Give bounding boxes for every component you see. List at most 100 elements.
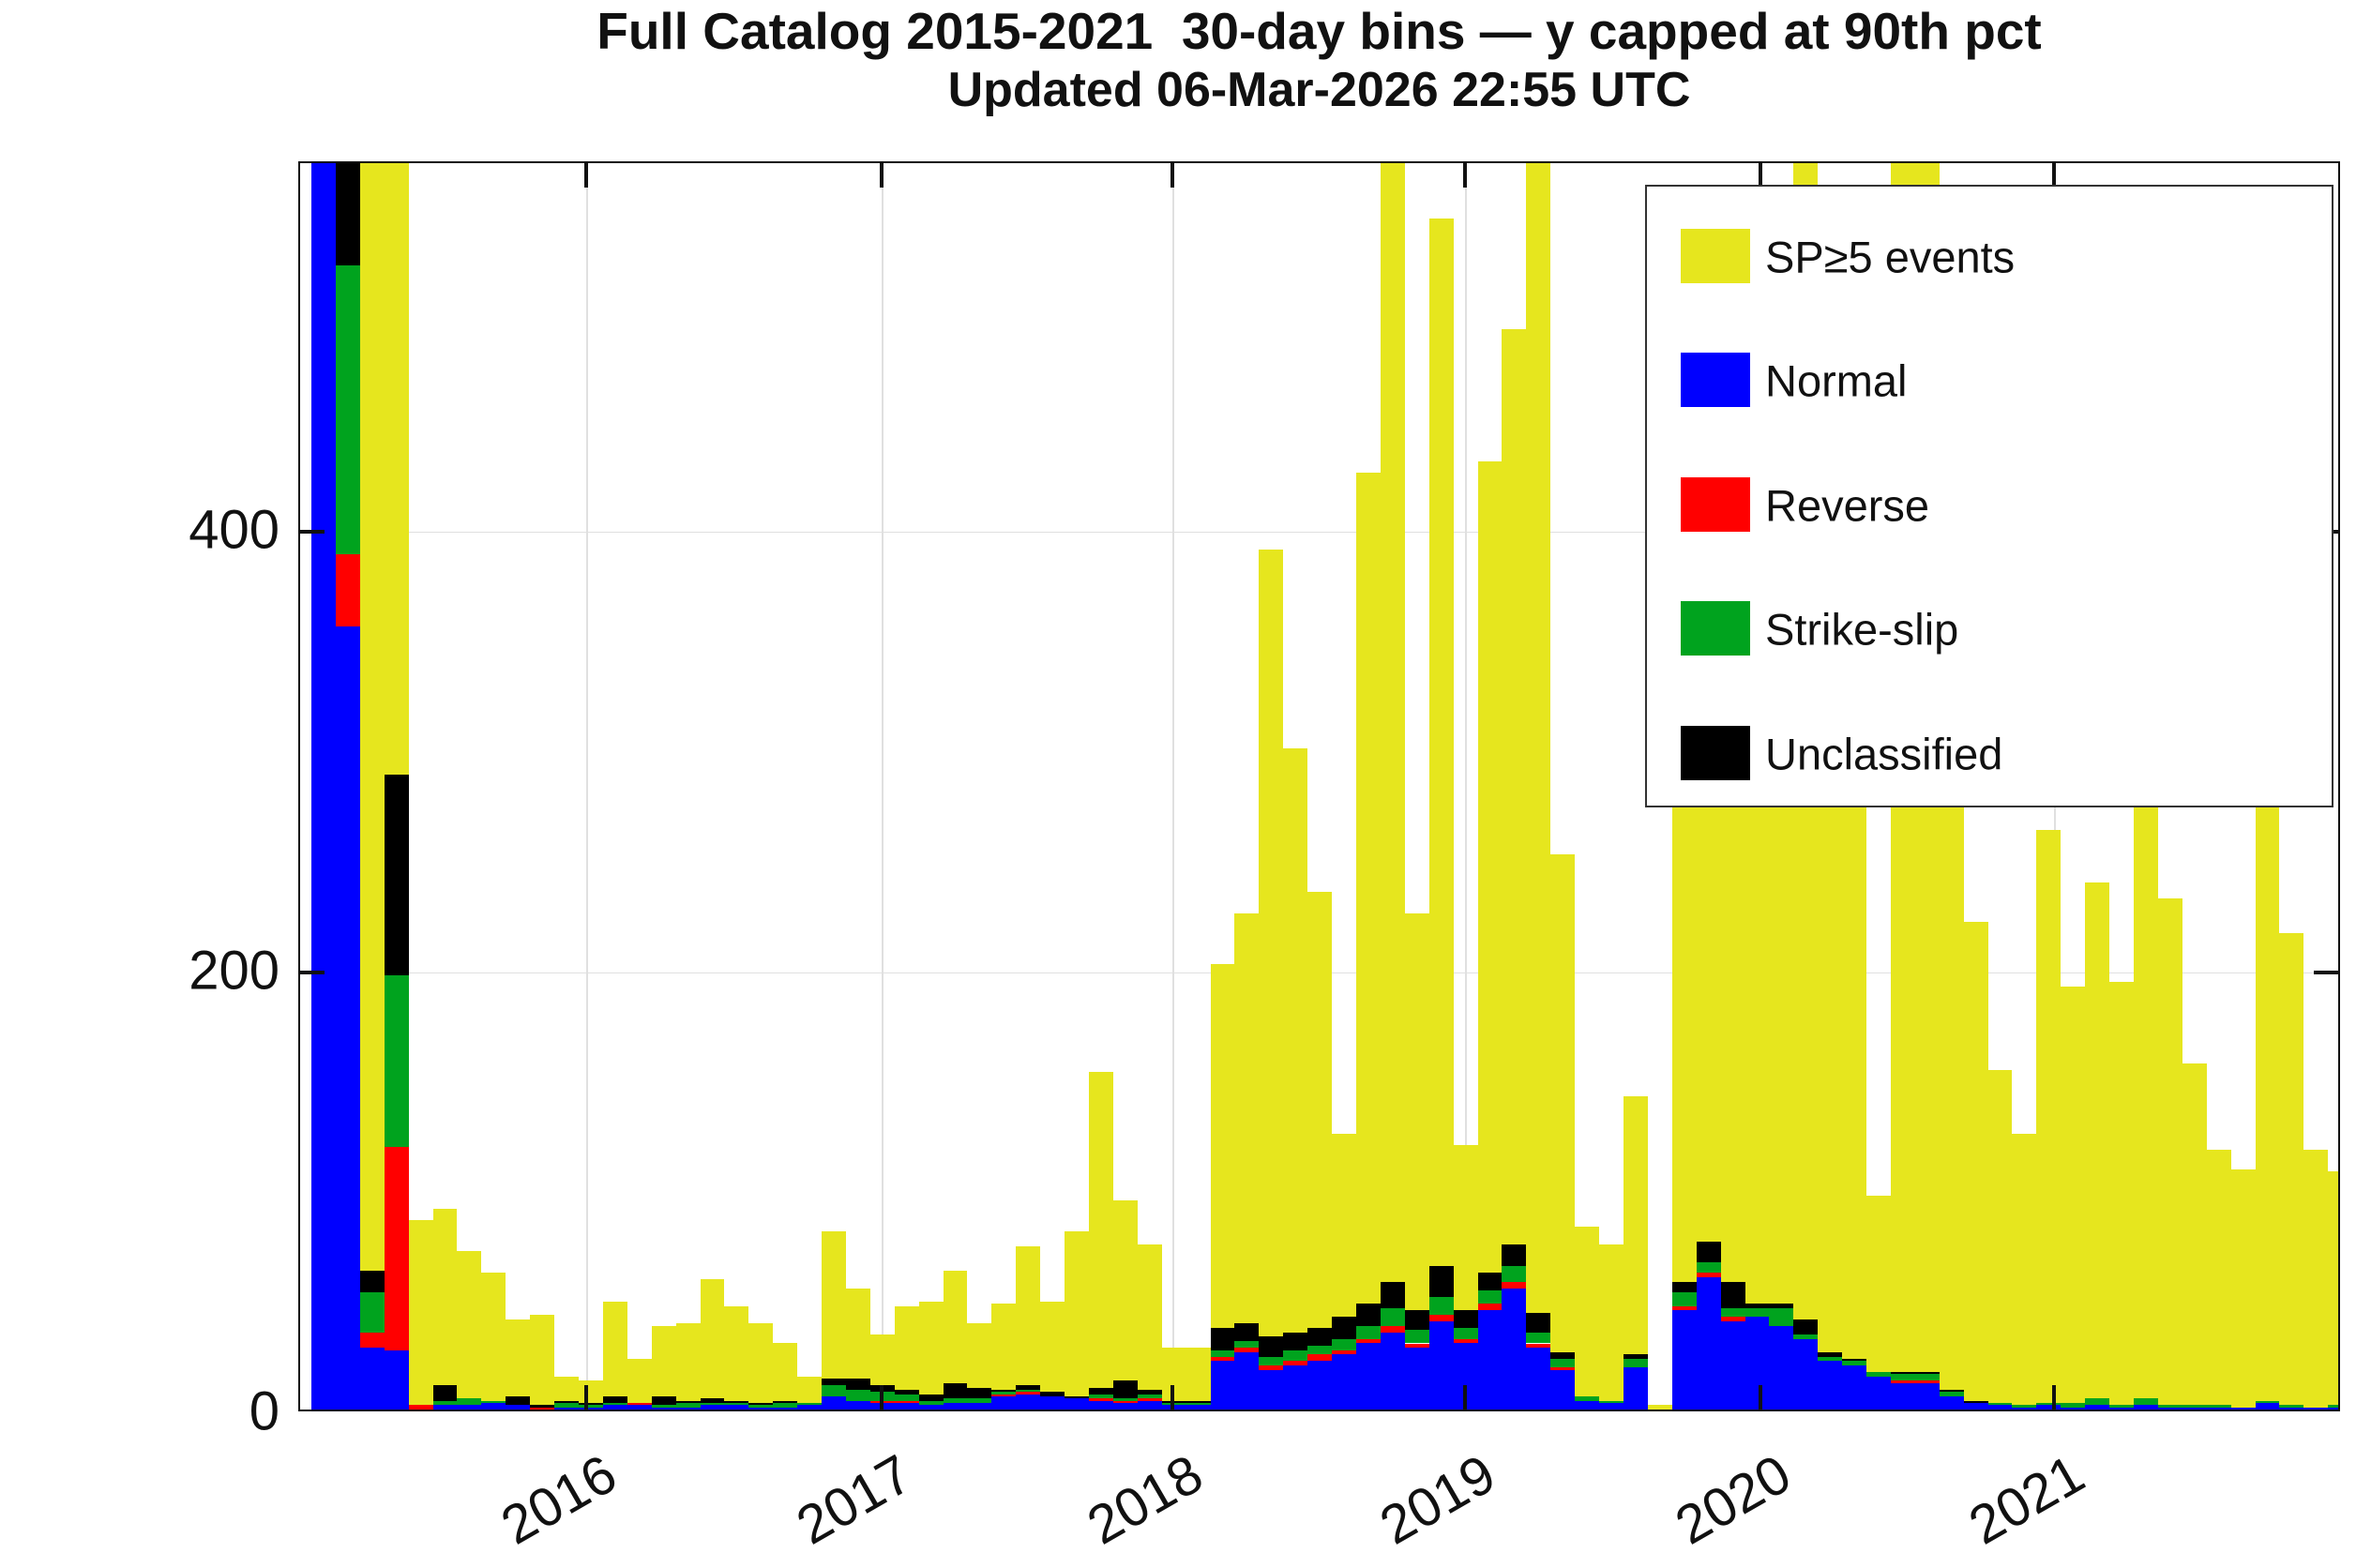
histogram-bar [1210, 163, 1235, 1410]
bar-segment-strike-slip [2061, 1402, 2086, 1408]
histogram-bar [578, 163, 603, 1410]
bar-segment-unclassified [773, 1400, 798, 1403]
histogram-bar [675, 163, 701, 1410]
bar-segment-unclassified [1623, 1354, 1648, 1359]
bar-segment-sp-5-events [943, 1270, 968, 1383]
bar-segment-unclassified [651, 1395, 676, 1406]
legend-swatch-unclassified [1681, 726, 1750, 780]
bar-segment-sp-5-events [408, 1219, 433, 1406]
bar-segment-normal [2206, 1407, 2231, 1410]
bar-segment-sp-5-events [1356, 472, 1381, 1304]
bar-segment-strike-slip [2109, 1405, 2135, 1408]
bar-segment-unclassified [1234, 1323, 1260, 1342]
bar-segment-sp-5-events [2303, 1149, 2329, 1408]
bar-segment-normal [1283, 1364, 1308, 1410]
gridline-x-2018 [1172, 163, 1174, 1410]
bar-segment-sp-5-events [1502, 329, 1527, 1244]
bar-segment-sp-5-events [1963, 922, 1988, 1401]
bar-segment-normal [578, 1407, 603, 1410]
bar-segment-sp-5-events [675, 1323, 701, 1401]
bar-segment-sp-5-events [651, 1325, 676, 1396]
bar-segment-normal [2279, 1407, 2304, 1410]
bar-segment-sp-5-events [2206, 1149, 2231, 1406]
bar-segment-normal [1307, 1361, 1333, 1410]
bar-segment-strike-slip [724, 1402, 749, 1406]
bar-segment-normal [1769, 1325, 1794, 1410]
histogram-bar [1161, 163, 1186, 1410]
bar-segment-sp-5-events [2328, 1171, 2338, 1406]
bar-segment-reverse [1356, 1338, 1381, 1344]
histogram-bar [2182, 163, 2207, 1410]
x-tick-mark [584, 1385, 588, 1410]
bar-segment-reverse [1720, 1317, 1745, 1321]
bar-segment-normal [1234, 1351, 1260, 1410]
bar-segment-strike-slip [651, 1405, 676, 1408]
histogram-bar [2303, 163, 2329, 1410]
bar-segment-unclassified [1065, 1395, 1090, 1399]
bar-segment-strike-slip [1089, 1394, 1113, 1399]
histogram-bar [335, 163, 360, 1410]
bar-segment-normal [1818, 1361, 1843, 1410]
bar-segment-sp-5-events [918, 1301, 944, 1395]
bar-segment-unclassified [1550, 1351, 1576, 1359]
bar-segment-normal [1502, 1288, 1527, 1410]
bar-segment-unclassified [1696, 1242, 1721, 1262]
bar-segment-strike-slip [457, 1398, 482, 1406]
bar-segment-sp-5-events [1234, 913, 1260, 1324]
bar-segment-sp-5-events [578, 1380, 603, 1403]
histogram-bar [1477, 163, 1503, 1410]
bar-segment-normal [1550, 1369, 1576, 1410]
histogram-bar [1332, 163, 1356, 1410]
legend-entry-1: Normal [1647, 353, 2332, 409]
bar-segment-normal [991, 1395, 1017, 1410]
histogram-bar [1089, 163, 1113, 1410]
histogram-bar [2085, 163, 2110, 1410]
histogram-bar [1259, 163, 1284, 1410]
bar-segment-reverse [1112, 1400, 1138, 1403]
legend-swatch-reverse [1681, 477, 1750, 532]
y-tick-label-400: 400 [189, 499, 279, 561]
bar-segment-normal [1065, 1398, 1090, 1410]
bar-segment-strike-slip [773, 1402, 798, 1408]
bar-segment-unclassified [1089, 1387, 1113, 1395]
bar-segment-sp-5-events [602, 1301, 627, 1396]
bar-segment-normal [432, 1405, 458, 1410]
bar-segment-strike-slip [1526, 1332, 1551, 1344]
bar-segment-normal [1332, 1354, 1356, 1410]
bar-segment-normal [1526, 1348, 1551, 1410]
bar-segment-sp-5-events [1453, 1144, 1478, 1311]
bar-segment-strike-slip [1550, 1358, 1576, 1368]
bar-segment-reverse [1404, 1343, 1429, 1349]
bar-segment-unclassified [748, 1402, 774, 1406]
bar-segment-sp-5-events [1016, 1246, 1041, 1386]
bar-segment-unclassified [1914, 1372, 1940, 1375]
bar-segment-unclassified [335, 163, 360, 265]
bar-segment-strike-slip [384, 974, 409, 1148]
bar-segment-sp-5-events [1186, 1348, 1211, 1401]
bar-segment-sp-5-events [1283, 747, 1308, 1333]
legend-swatch-normal [1681, 353, 1750, 407]
histogram-bar [1453, 163, 1478, 1410]
histogram-bar [2157, 163, 2182, 1410]
bar-segment-normal [1404, 1348, 1429, 1410]
bar-segment-unclassified [1963, 1400, 1988, 1403]
histogram-bar [554, 163, 579, 1410]
histogram-bar [1502, 163, 1527, 1410]
bar-segment-sp-5-events [384, 163, 409, 775]
histogram-bar [2230, 163, 2256, 1410]
histogram-bar [1283, 163, 1308, 1410]
histogram-bar [1040, 163, 1065, 1410]
bar-segment-unclassified [1526, 1312, 1551, 1333]
bar-segment-normal [1793, 1338, 1819, 1410]
bar-segment-strike-slip [359, 1292, 385, 1333]
histogram-bar [748, 163, 774, 1410]
bar-segment-strike-slip [1016, 1389, 1041, 1393]
bar-segment-normal [384, 1349, 409, 1410]
bar-segment-unclassified [1380, 1281, 1405, 1308]
bar-segment-strike-slip [918, 1400, 944, 1406]
bar-segment-normal [1623, 1367, 1648, 1410]
bar-segment-sp-5-events [1210, 964, 1235, 1329]
bar-segment-normal [1890, 1382, 1915, 1410]
bar-segment-strike-slip [1671, 1292, 1697, 1306]
